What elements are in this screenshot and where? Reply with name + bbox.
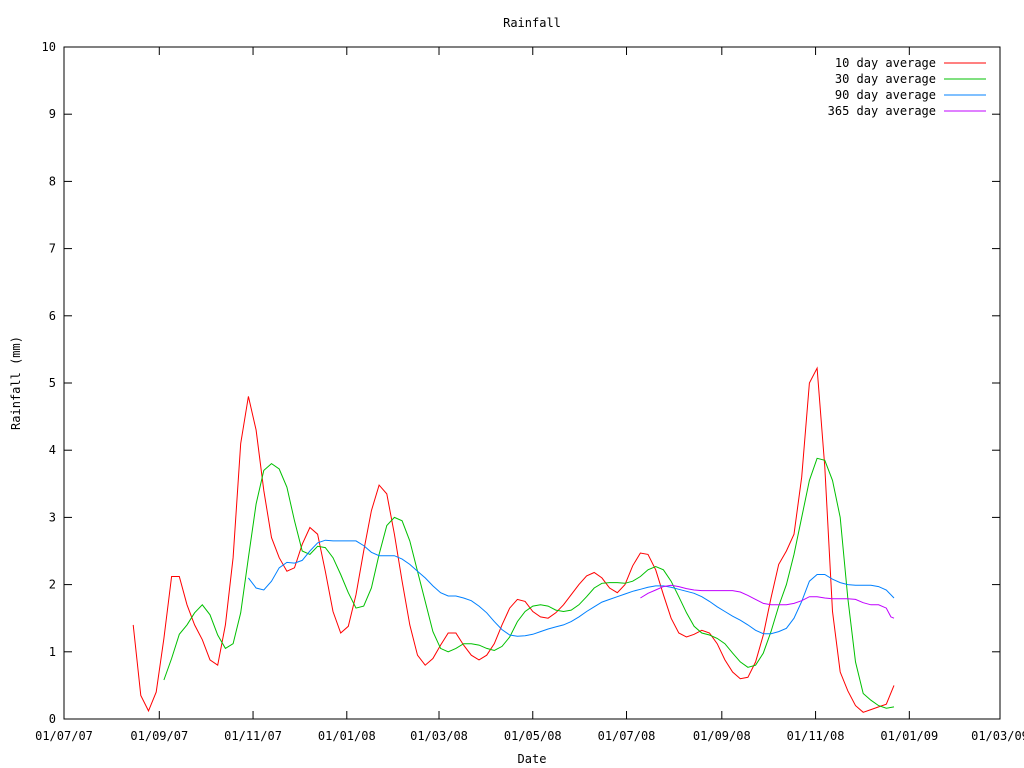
axis-ticks: 0 1 2 3 4 5 6 7 8 9 10 01/07/07 01/09/07 01/11/07 01/0… (35, 40, 1024, 743)
legend-label: 365 day average (828, 104, 936, 118)
x-tick-label: 01/11/07 (224, 729, 282, 743)
x-tick-label: 01/03/08 (410, 729, 468, 743)
x-tick-label: 01/09/08 (693, 729, 751, 743)
x-tick-label: 01/09/07 (130, 729, 188, 743)
legend: 10 day average 30 day average 90 day avera… (828, 56, 986, 118)
series-line-3 (248, 539, 895, 637)
x-axis-label: Date (518, 752, 547, 766)
y-tick-label: 7 (49, 242, 56, 256)
x-tick-label: 01/01/09 (880, 729, 938, 743)
y-tick-label: 3 (49, 510, 56, 524)
plot-frame (63, 46, 1001, 720)
legend-label: 10 day average (835, 56, 936, 70)
x-tick-label: 01/05/08 (504, 729, 562, 743)
legend-label: 30 day average (835, 72, 936, 86)
y-tick-label: 1 (49, 645, 56, 659)
x-tick-label: 01/11/08 (787, 729, 845, 743)
series-lines (132, 366, 895, 713)
x-tick-label: 01/01/08 (318, 729, 376, 743)
y-tick-label: 10 (42, 40, 56, 54)
y-tick-label: 9 (49, 107, 56, 121)
x-tick-label: 01/07/08 (598, 729, 656, 743)
series-line-1 (132, 366, 895, 713)
y-tick-label: 0 (49, 712, 56, 726)
x-tick-label: 01/03/09 (971, 729, 1024, 743)
legend-label: 90 day average (835, 88, 936, 102)
y-tick-label: 2 (49, 578, 56, 592)
series-line-4 (640, 584, 895, 619)
y-tick-label: 4 (49, 443, 56, 457)
series-line-2 (163, 457, 895, 709)
chart-title: Rainfall (503, 16, 561, 30)
x-tick-label: 01/07/07 (35, 729, 93, 743)
y-tick-label: 8 (49, 174, 56, 188)
y-tick-label: 5 (49, 376, 56, 390)
y-tick-label: 6 (49, 309, 56, 323)
y-axis-label: Rainfall (mm) (9, 336, 23, 430)
